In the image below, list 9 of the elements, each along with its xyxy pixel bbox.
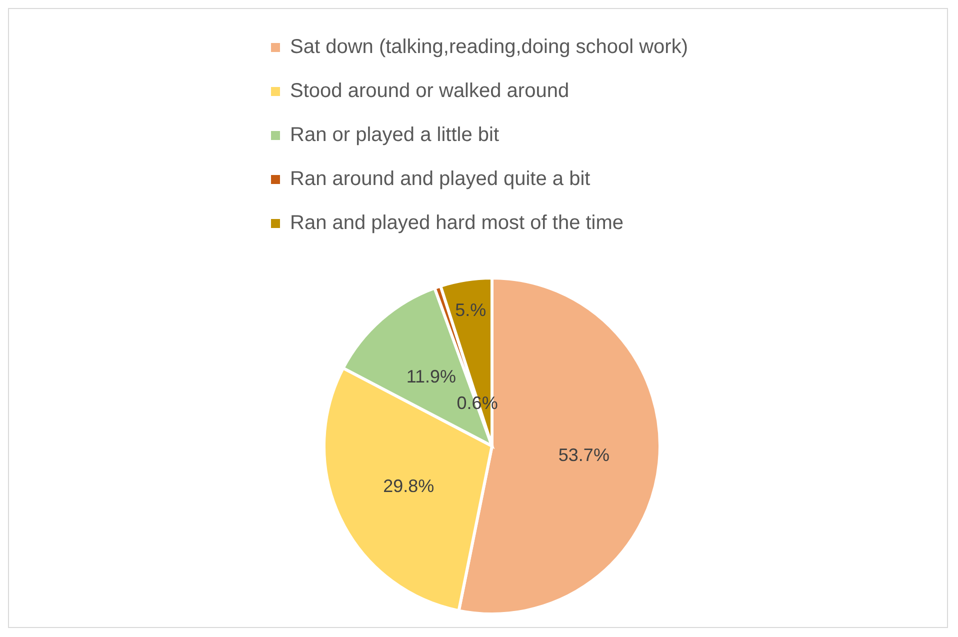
legend-label: Stood around or walked around — [290, 80, 570, 102]
data-label: 29.8% — [383, 476, 434, 496]
legend-label: Sat down (talking,reading,doing school work) — [290, 36, 688, 58]
data-label: 11.9% — [406, 366, 456, 386]
data-label: 53.7% — [558, 445, 610, 466]
legend-label: Ran around and played quite a bit — [290, 168, 590, 190]
legend-label: Ran and played hard most of the time — [290, 212, 624, 234]
data-label: 5.% — [455, 300, 486, 320]
legend-label: Ran or played a little bit — [290, 124, 500, 146]
